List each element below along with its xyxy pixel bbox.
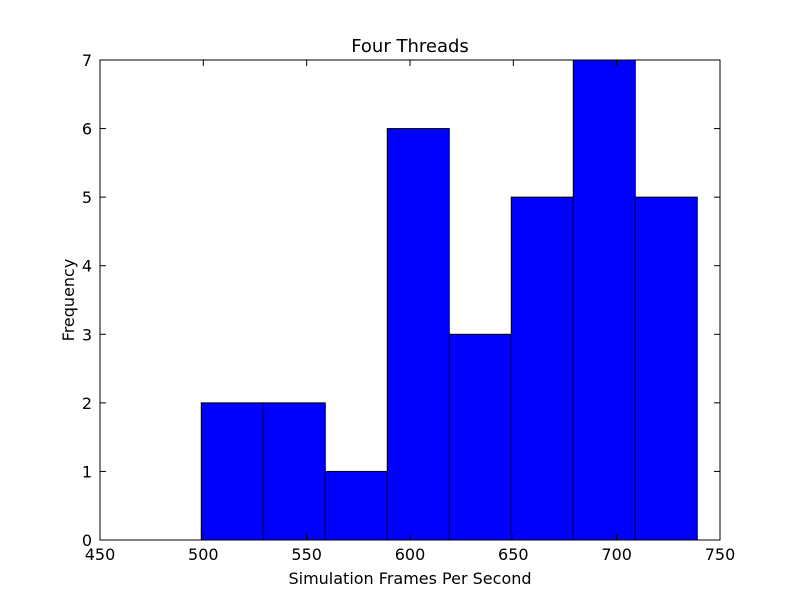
x-tick-label: 700 xyxy=(601,545,632,564)
chart-title: Four Threads xyxy=(351,36,469,57)
x-tick-label: 750 xyxy=(705,545,736,564)
bar-group xyxy=(200,59,698,541)
y-axis-label: Frequency xyxy=(59,259,78,342)
y-tick-label: 7 xyxy=(82,51,92,70)
x-tick-label: 450 xyxy=(85,545,116,564)
y-tick-label: 5 xyxy=(82,188,92,207)
y-tick-label: 2 xyxy=(82,394,92,413)
histogram-bar xyxy=(572,59,636,541)
x-tick-label: 500 xyxy=(188,545,219,564)
y-tick-label: 1 xyxy=(82,462,92,481)
histogram-bar xyxy=(324,470,388,541)
x-tick-label: 550 xyxy=(291,545,322,564)
tick-group: 450 500 550 600 650 700 750 0 1 2 3 4 5 6 7 xyxy=(82,51,735,564)
histogram-bar xyxy=(448,333,512,541)
histogram-bar xyxy=(262,402,326,541)
histogram-bar xyxy=(200,402,264,541)
x-axis-label: Simulation Frames Per Second xyxy=(288,569,531,588)
y-tick-label: 3 xyxy=(82,325,92,344)
histogram-bar xyxy=(510,196,574,541)
histogram-bar xyxy=(634,196,698,541)
x-tick-label: 600 xyxy=(395,545,426,564)
x-tick-label: 650 xyxy=(498,545,529,564)
histogram-bar xyxy=(386,128,450,541)
y-tick-label: 6 xyxy=(82,120,92,139)
y-tick-label: 0 xyxy=(82,531,92,550)
plot-frame xyxy=(99,59,721,541)
y-tick-label: 4 xyxy=(82,257,92,276)
